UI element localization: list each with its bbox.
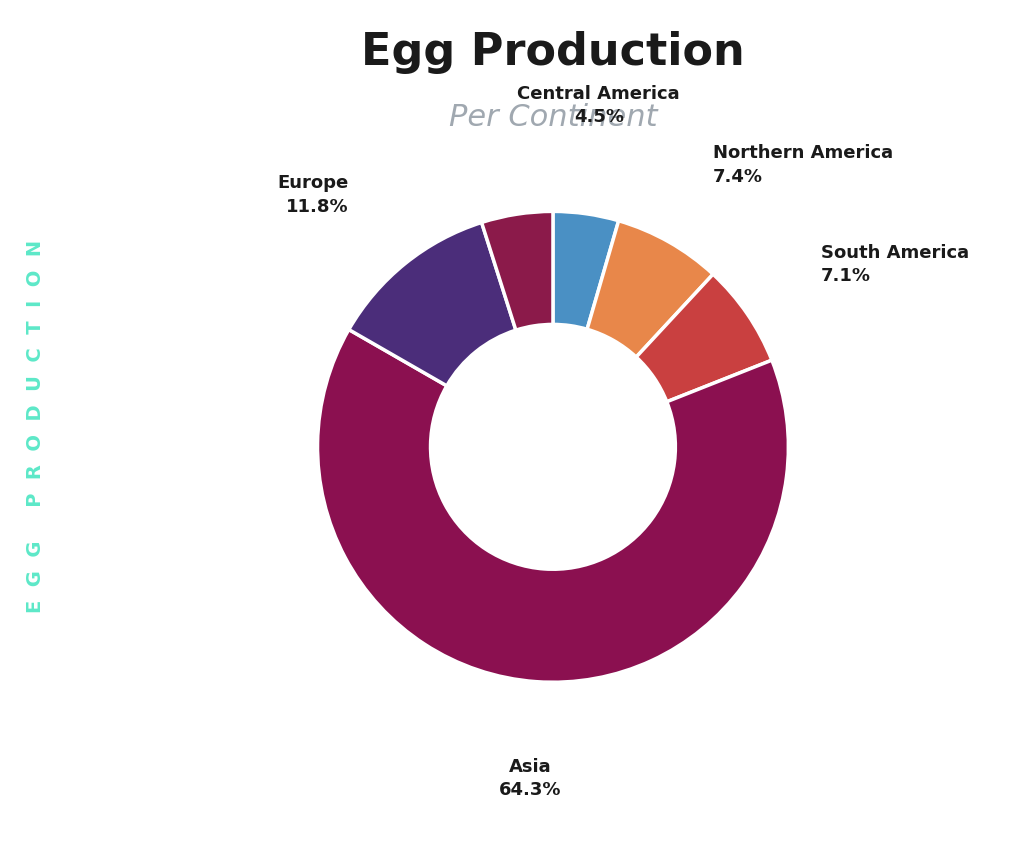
Text: Per Continent: Per Continent	[449, 103, 657, 132]
Wedge shape	[481, 212, 553, 331]
Wedge shape	[636, 275, 772, 402]
Text: P  E  R  C  E  N  T  A  G  E     P  E  R     C  O  N  T  I  N  E  N  T: P E R C E N T A G E P E R C O N T I N E …	[101, 802, 923, 826]
Text: Egg Production: Egg Production	[361, 32, 744, 74]
Text: Central America
4.5%: Central America 4.5%	[517, 84, 680, 126]
Wedge shape	[349, 223, 516, 387]
Wedge shape	[587, 222, 713, 358]
Text: Northern America
7.4%: Northern America 7.4%	[713, 144, 893, 186]
Text: E  G  G     P  R  O  D  U  C  T  I  O  N: E G G P R O D U C T I O N	[27, 239, 45, 613]
Text: South America
7.1%: South America 7.1%	[821, 244, 970, 285]
Text: Europe
11.8%: Europe 11.8%	[278, 174, 349, 216]
Text: Asia
64.3%: Asia 64.3%	[500, 757, 562, 798]
Wedge shape	[553, 212, 618, 330]
Wedge shape	[317, 331, 788, 682]
